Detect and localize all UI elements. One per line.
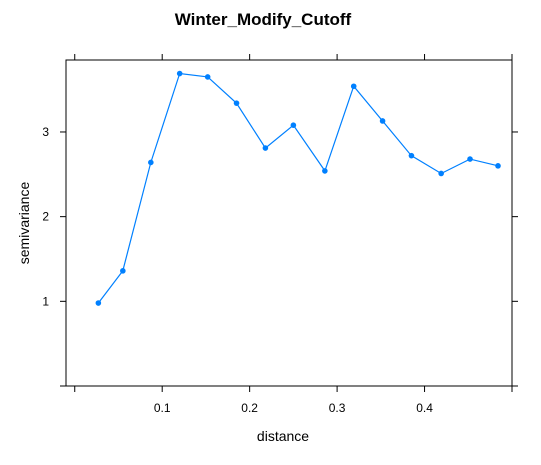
plot-area [65, 59, 513, 387]
x-tick-label: 0.1 [154, 401, 171, 415]
data-point [290, 122, 297, 128]
x-tick-label: 0.2 [241, 401, 258, 415]
data-point [379, 118, 386, 124]
data-point [176, 70, 183, 77]
series-line [97, 72, 499, 304]
data-point [95, 300, 102, 306]
data-points [95, 70, 501, 306]
data-point [408, 152, 415, 159]
x-tick-label: 0.4 [416, 401, 433, 415]
x-tick-label: 0.3 [329, 401, 346, 415]
data-point [495, 163, 501, 169]
data-point [148, 159, 154, 166]
data-point [120, 268, 126, 274]
data-point [467, 156, 473, 162]
series-polyline [97, 72, 499, 304]
data-point [438, 170, 444, 177]
data-point [322, 168, 328, 174]
x-axis-label: distance [257, 428, 309, 444]
y-tick-label: 3 [42, 125, 49, 139]
y-axis-label: semivariance [16, 182, 32, 265]
chart-title: Winter_Modify_Cutoff [175, 10, 352, 29]
y-tick-label: 1 [42, 294, 49, 308]
data-point [233, 100, 240, 106]
y-tick-label: 2 [42, 210, 49, 224]
axis-ticks: 0.1 0.2 0.3 0.4 1 2 3 [42, 54, 518, 415]
data-point [350, 83, 357, 90]
data-point [262, 145, 269, 151]
data-point [204, 74, 211, 80]
